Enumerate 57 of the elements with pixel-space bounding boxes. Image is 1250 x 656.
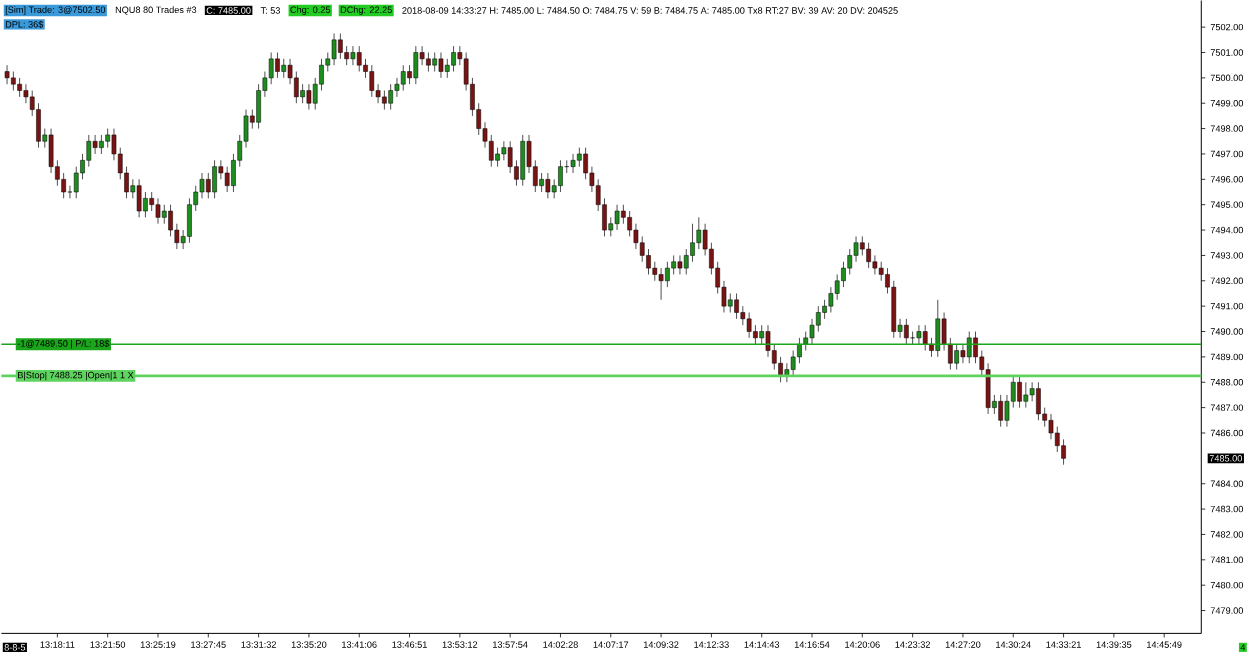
candlestick	[350, 46, 356, 66]
candlestick	[935, 299, 941, 358]
candlestick	[331, 33, 337, 66]
candlestick	[212, 160, 217, 200]
candlestick	[539, 172, 544, 193]
candlestick	[677, 255, 683, 276]
candlestick	[143, 191, 148, 219]
candlestick	[17, 77, 22, 98]
candlestick	[998, 394, 1004, 428]
candlestick	[136, 179, 142, 219]
candlestick	[1017, 375, 1022, 409]
candlestick	[746, 312, 752, 339]
candlestick	[275, 52, 280, 79]
candlestick	[501, 141, 507, 161]
candlestick	[1036, 382, 1041, 421]
candlestick	[438, 52, 444, 79]
candlestick	[4, 65, 10, 85]
candlestick	[614, 204, 620, 231]
candlestick	[727, 293, 733, 314]
candlestick	[155, 198, 161, 225]
candlestick	[92, 134, 98, 155]
candlestick	[382, 90, 387, 111]
candlestick	[205, 172, 211, 200]
candlestick	[105, 128, 110, 149]
candlestick	[577, 147, 582, 168]
candlestick	[916, 325, 922, 345]
candlestick	[300, 84, 305, 104]
candlestick	[734, 293, 739, 320]
candlestick	[954, 344, 959, 371]
candlestick	[161, 204, 167, 225]
candlestick	[306, 84, 312, 111]
candlestick	[910, 331, 915, 345]
candlestick	[966, 331, 972, 364]
candlestick	[432, 52, 438, 73]
candlestick	[451, 46, 456, 73]
candlestick	[904, 318, 909, 345]
candlestick	[866, 242, 871, 269]
candlestick	[495, 147, 500, 168]
candlestick	[388, 84, 393, 111]
candlestick	[960, 344, 966, 364]
candlestick	[658, 268, 664, 301]
candlestick	[1023, 382, 1029, 409]
candlestick	[413, 46, 419, 85]
candlestick	[558, 160, 563, 193]
candlestick	[520, 134, 526, 187]
candlestick	[545, 172, 551, 200]
candlestick	[224, 166, 230, 193]
candlestick	[281, 58, 287, 79]
candlestick	[400, 65, 406, 92]
candlestick	[99, 134, 104, 155]
candlestick	[11, 71, 16, 92]
candlestick	[570, 153, 576, 174]
candlestick	[356, 46, 362, 73]
candlestick	[759, 325, 765, 345]
candlestick	[426, 52, 431, 73]
candlestick	[338, 33, 343, 60]
candlestick	[369, 65, 375, 98]
